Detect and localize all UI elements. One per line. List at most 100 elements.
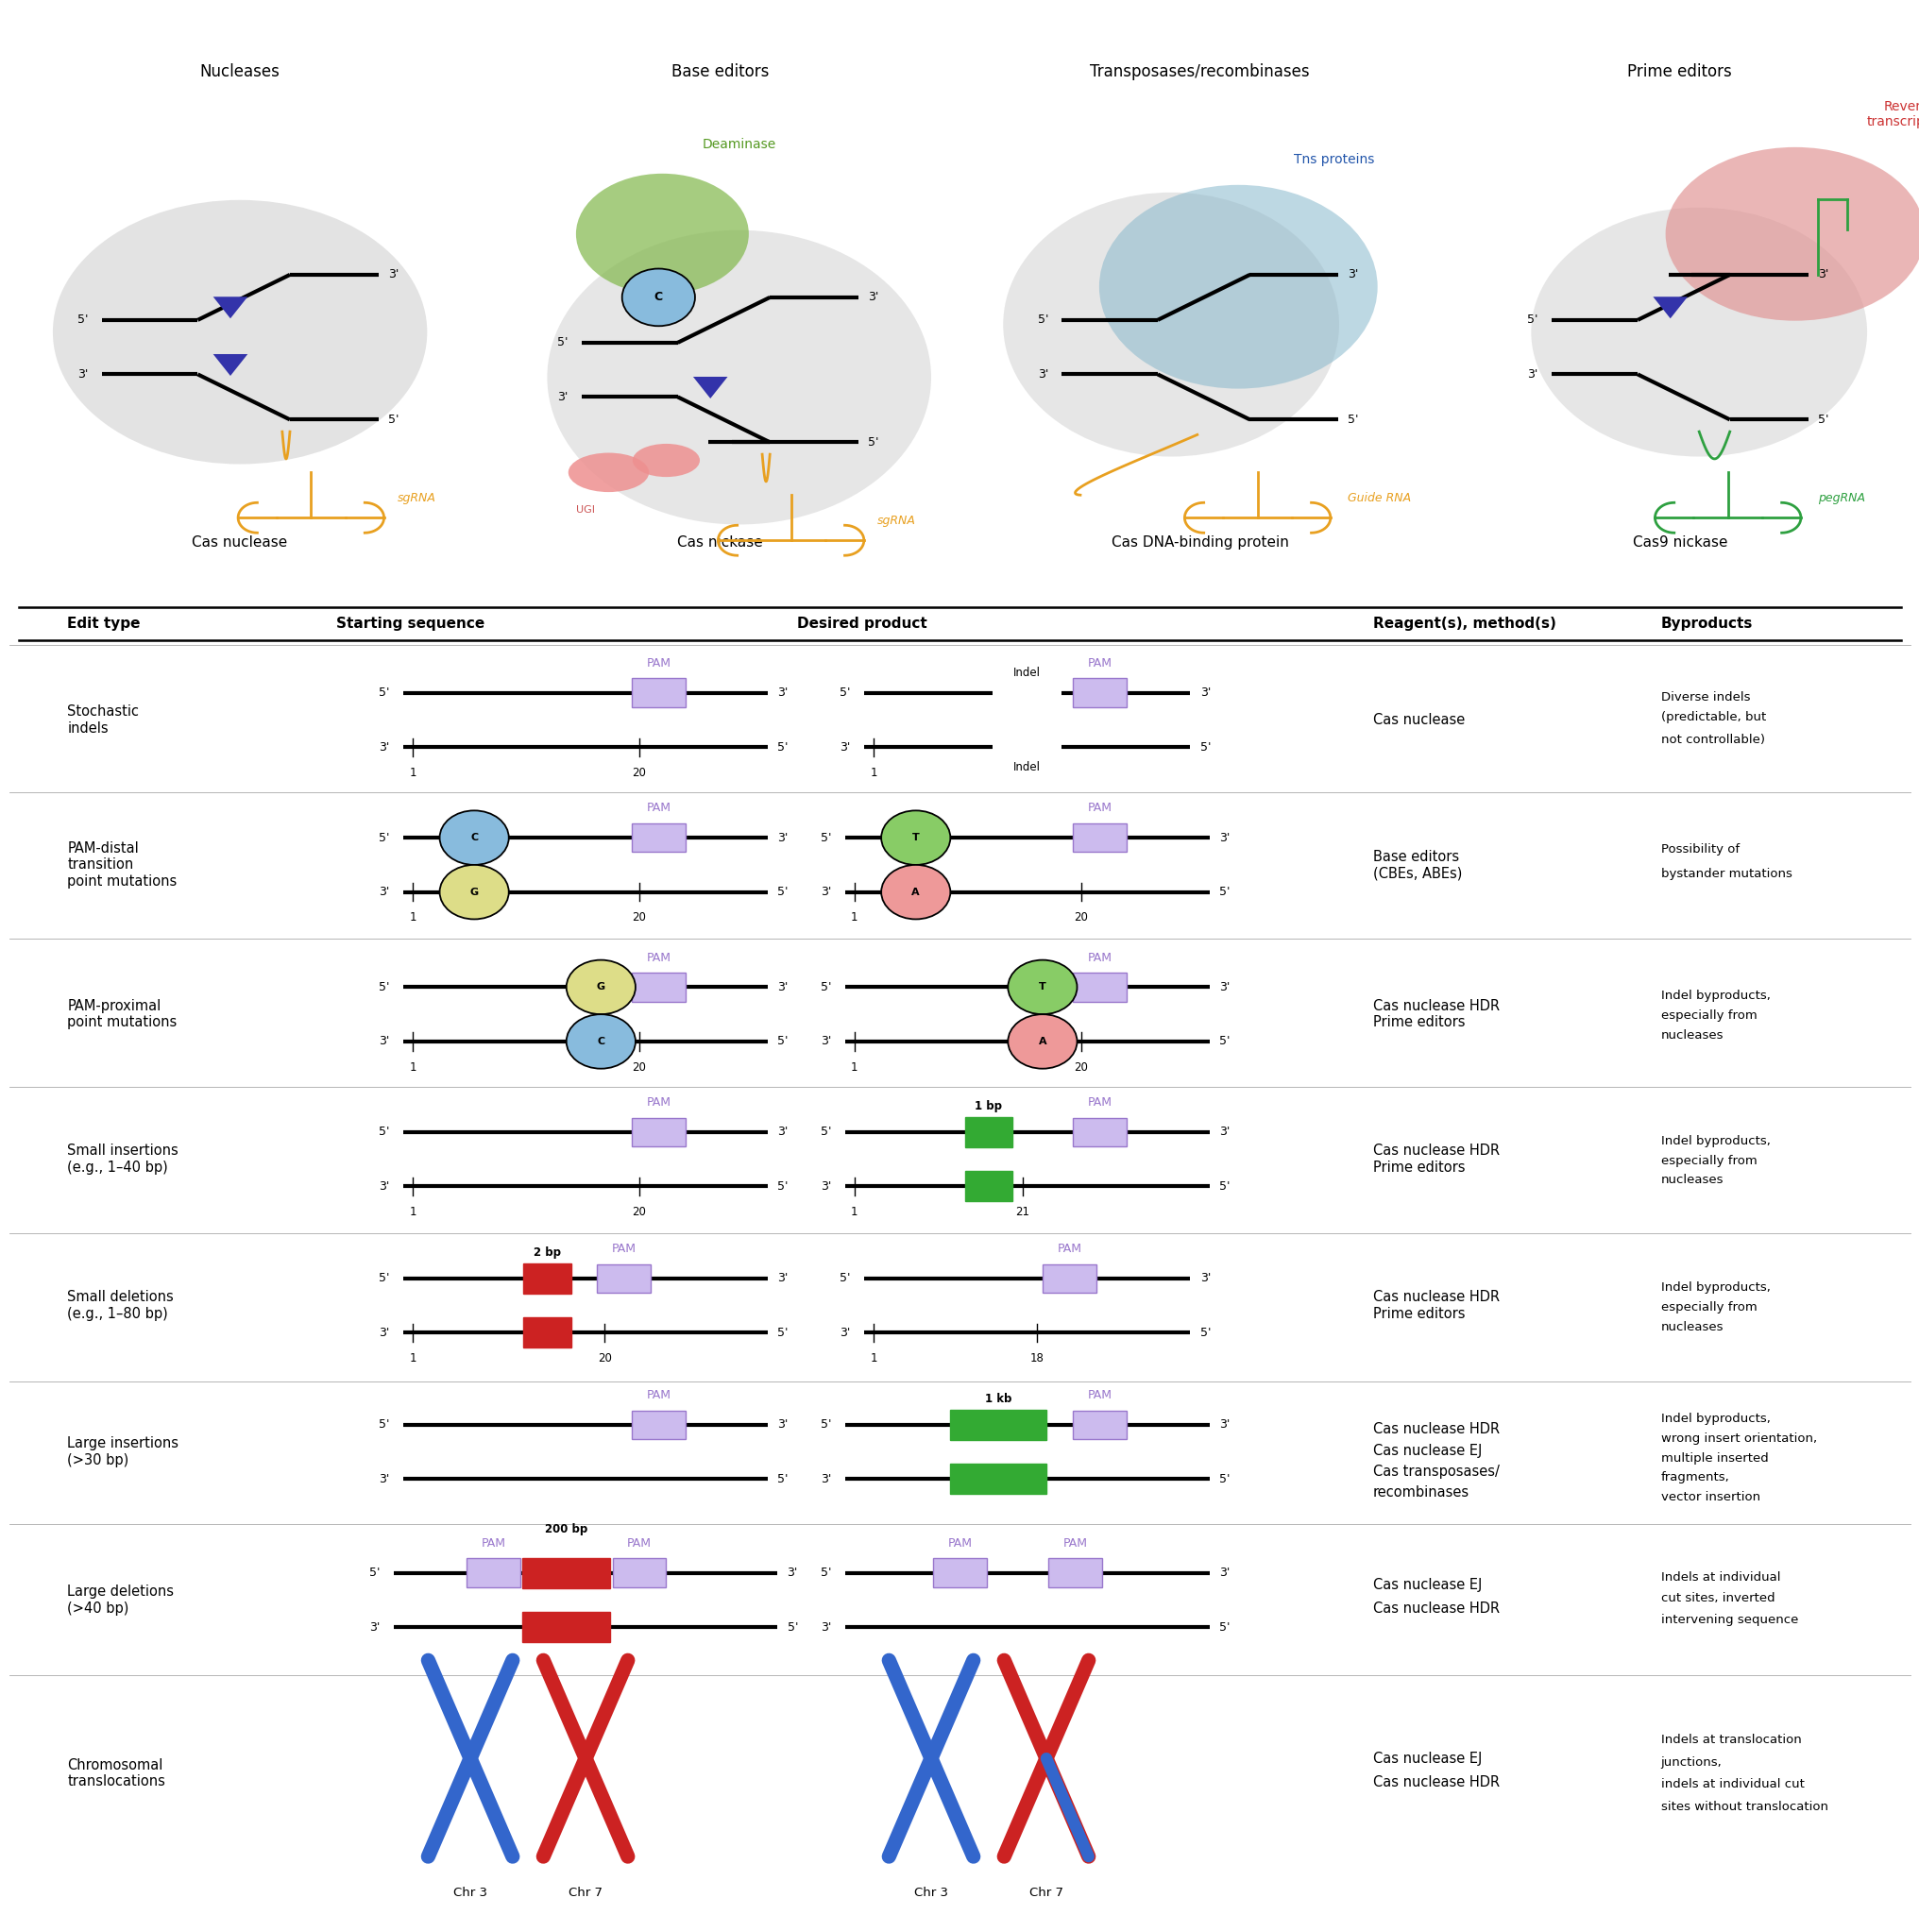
FancyBboxPatch shape	[612, 1559, 666, 1586]
Text: 3': 3'	[1817, 269, 1829, 280]
Text: especially from: especially from	[1660, 1010, 1756, 1022]
Text: A: A	[1038, 1037, 1046, 1047]
Text: wrong insert orientation,: wrong insert orientation,	[1660, 1432, 1815, 1445]
Text: 5': 5'	[368, 1567, 380, 1578]
Text: 5': 5'	[378, 1273, 390, 1285]
FancyBboxPatch shape	[522, 1557, 610, 1588]
Text: Prime editors: Prime editors	[1627, 64, 1731, 81]
Text: A: A	[912, 887, 919, 896]
Text: indels at individual cut: indels at individual cut	[1660, 1777, 1804, 1791]
Text: 1 kb: 1 kb	[984, 1393, 1011, 1405]
Text: 5': 5'	[777, 1180, 789, 1192]
Text: 20: 20	[597, 1352, 612, 1364]
Text: 1: 1	[409, 1061, 416, 1074]
FancyBboxPatch shape	[1042, 1264, 1096, 1293]
Text: Guide RNA: Guide RNA	[1347, 493, 1410, 504]
Text: PAM: PAM	[647, 1389, 670, 1401]
Text: Byproducts: Byproducts	[1660, 616, 1752, 632]
Ellipse shape	[576, 174, 748, 294]
Text: Indels at translocation: Indels at translocation	[1660, 1735, 1800, 1747]
Text: 3': 3'	[839, 742, 850, 753]
Text: Chromosomal
translocations: Chromosomal translocations	[67, 1758, 165, 1789]
Ellipse shape	[547, 230, 931, 524]
Text: PAM: PAM	[647, 951, 670, 964]
Text: Indel byproducts,: Indel byproducts,	[1660, 989, 1769, 1003]
Text: PAM: PAM	[1088, 802, 1111, 813]
Text: nucleases: nucleases	[1660, 1175, 1723, 1186]
Text: sgRNA: sgRNA	[397, 493, 436, 504]
FancyBboxPatch shape	[597, 1264, 651, 1293]
Text: 1: 1	[409, 912, 416, 923]
Text: Diverse indels: Diverse indels	[1660, 692, 1748, 703]
Text: 5': 5'	[777, 1472, 789, 1486]
Text: vector insertion: vector insertion	[1660, 1492, 1760, 1503]
Text: Cas nuclease HDR
Prime editors: Cas nuclease HDR Prime editors	[1372, 1144, 1499, 1175]
Text: 1: 1	[869, 1352, 877, 1364]
Text: fragments,: fragments,	[1660, 1472, 1729, 1484]
Text: Indel byproducts,: Indel byproducts,	[1660, 1281, 1769, 1294]
Text: Stochastic
indels: Stochastic indels	[67, 705, 138, 736]
Text: 5': 5'	[777, 742, 789, 753]
Circle shape	[439, 811, 509, 866]
Text: especially from: especially from	[1660, 1155, 1756, 1167]
Text: 3': 3'	[388, 269, 399, 280]
Text: Cas nuclease EJ: Cas nuclease EJ	[1372, 1578, 1481, 1592]
Text: 3': 3'	[557, 390, 568, 404]
Text: 5': 5'	[819, 1126, 831, 1138]
Ellipse shape	[568, 452, 649, 493]
Text: 3': 3'	[1219, 831, 1230, 844]
Text: PAM: PAM	[1063, 1538, 1086, 1549]
Text: 5': 5'	[77, 313, 88, 327]
Circle shape	[1007, 960, 1077, 1014]
FancyBboxPatch shape	[950, 1464, 1046, 1493]
Circle shape	[439, 866, 509, 920]
Circle shape	[566, 1014, 635, 1068]
Text: 20: 20	[631, 1061, 647, 1074]
Text: Indel byproducts,: Indel byproducts,	[1660, 1134, 1769, 1148]
FancyBboxPatch shape	[522, 1611, 610, 1642]
Text: 5': 5'	[1347, 413, 1359, 425]
Ellipse shape	[633, 444, 699, 477]
Text: Chr 3: Chr 3	[453, 1888, 487, 1899]
Text: 5': 5'	[1219, 1036, 1230, 1047]
Text: Cas nuclease HDR: Cas nuclease HDR	[1372, 1602, 1499, 1615]
Text: Indel: Indel	[1013, 761, 1040, 773]
Text: 3': 3'	[777, 1418, 789, 1432]
Text: Chr 3: Chr 3	[913, 1888, 948, 1899]
Text: Indels at individual: Indels at individual	[1660, 1571, 1779, 1584]
Text: 5': 5'	[819, 831, 831, 844]
Ellipse shape	[1531, 207, 1867, 456]
Text: 20: 20	[631, 767, 647, 779]
Text: 5': 5'	[378, 1126, 390, 1138]
FancyBboxPatch shape	[631, 1119, 685, 1146]
Text: C: C	[654, 292, 662, 303]
Text: 21: 21	[1015, 1206, 1029, 1219]
Text: 5': 5'	[1219, 1621, 1230, 1633]
Text: 3': 3'	[1526, 369, 1537, 381]
Text: not controllable): not controllable)	[1660, 734, 1764, 746]
Text: 5': 5'	[1199, 1327, 1211, 1339]
Text: 3': 3'	[1219, 1126, 1230, 1138]
Text: 3': 3'	[777, 831, 789, 844]
Text: 3': 3'	[1199, 686, 1211, 699]
Text: PAM-proximal
point mutations: PAM-proximal point mutations	[67, 999, 177, 1030]
Text: 3': 3'	[378, 1180, 390, 1192]
Text: Cas9 nickase: Cas9 nickase	[1631, 535, 1727, 551]
Text: Nucleases: Nucleases	[200, 64, 280, 81]
Ellipse shape	[1664, 147, 1919, 321]
Text: Cas nuclease HDR
Prime editors: Cas nuclease HDR Prime editors	[1372, 1291, 1499, 1321]
Text: 5': 5'	[557, 336, 568, 350]
FancyBboxPatch shape	[1073, 678, 1126, 707]
Text: 3': 3'	[378, 1036, 390, 1047]
Text: 3': 3'	[1219, 1418, 1230, 1432]
Text: Cas nuclease HDR: Cas nuclease HDR	[1372, 1422, 1499, 1437]
Text: (predictable, but: (predictable, but	[1660, 711, 1765, 723]
FancyBboxPatch shape	[950, 1410, 1046, 1439]
Text: 1: 1	[850, 1206, 858, 1219]
Text: 3': 3'	[777, 1273, 789, 1285]
Text: 3': 3'	[787, 1567, 798, 1578]
Text: 5': 5'	[839, 686, 850, 699]
Text: Edit type: Edit type	[67, 616, 140, 632]
Text: 1: 1	[850, 912, 858, 923]
Polygon shape	[1652, 298, 1687, 319]
